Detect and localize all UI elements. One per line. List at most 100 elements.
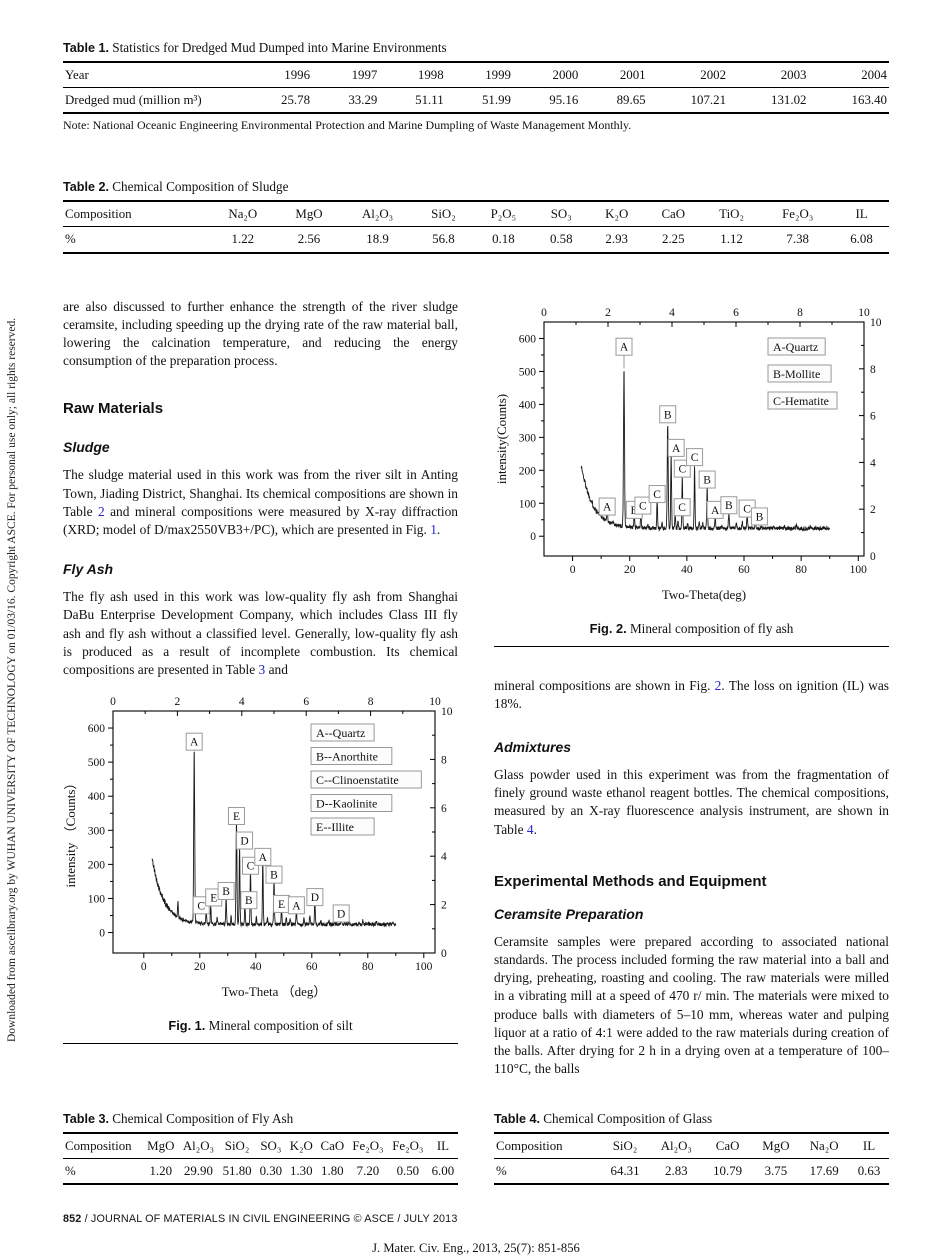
- table-header-cell: 1998: [379, 62, 446, 89]
- table-cell: 10.79: [713, 1163, 743, 1178]
- svg-text:300: 300: [519, 432, 537, 444]
- table-header-cell: Na₂O: [208, 201, 277, 228]
- left-column: are also discussed to further enhance th…: [63, 298, 458, 1079]
- fig1-caption: Fig. 1. Mineral composition of silt: [63, 1018, 458, 1034]
- y-axis-label: intensity （Counts）: [63, 777, 78, 888]
- table-cell: %: [65, 232, 76, 247]
- table3-block: Table 3. Chemical Composition of Fly Ash…: [63, 1111, 458, 1185]
- table-header-cell: 2000: [512, 62, 581, 89]
- table-header-cell: MgO: [276, 201, 342, 228]
- ref-link[interactable]: 1: [430, 522, 437, 538]
- legend-entry: C--Clinoenstatite: [316, 773, 399, 787]
- peak-label-box: [254, 848, 272, 867]
- peak-label: C: [678, 502, 686, 514]
- table-cell: 7.20: [356, 1163, 380, 1178]
- ref-link[interactable]: 3: [258, 662, 266, 678]
- table-header-cell: SO₃: [533, 201, 589, 228]
- svg-text:0: 0: [870, 551, 876, 563]
- table-header-cell: CaO: [702, 1132, 753, 1159]
- heading-raw-materials: Raw Materials: [63, 400, 164, 418]
- footer-journal-text: / JOURNAL OF MATERIALS IN CIVIL ENGINEER…: [81, 1212, 458, 1225]
- svg-text:600: 600: [88, 723, 106, 735]
- table-header-cell: Composition: [494, 1132, 601, 1159]
- table-cell: 95.16: [549, 93, 579, 108]
- table-header-cell: IL: [427, 1132, 458, 1159]
- svg-text:2: 2: [175, 696, 181, 708]
- table-header-cell: SiO₂: [218, 1132, 256, 1159]
- svg-text:10: 10: [858, 307, 870, 319]
- table-cell: 18.9: [366, 232, 389, 247]
- two-column-body: are also discussed to further enhance th…: [63, 298, 889, 1079]
- footer-citation: J. Mater. Civ. Eng., 2013, 25(7): 851-85…: [372, 1240, 580, 1255]
- peak-label-box: [185, 733, 203, 752]
- table-cell: 0.50: [396, 1163, 420, 1178]
- svg-text:100: 100: [415, 961, 433, 973]
- table-header-cell: MgO: [752, 1132, 800, 1159]
- table-cell: 64.31: [610, 1163, 640, 1178]
- table4-block: Table 4. Chemical Composition of Glass C…: [494, 1111, 889, 1185]
- plot-frame: [543, 320, 865, 557]
- table3-label: Table 3.: [63, 1111, 109, 1126]
- table-header-cell: Composition: [63, 1132, 144, 1159]
- svg-text:10: 10: [870, 317, 882, 329]
- peak-label-box: [720, 495, 738, 514]
- ref-link[interactable]: 2: [97, 503, 105, 519]
- table3-title-text: Chemical Composition of Fly Ash: [112, 1110, 294, 1126]
- table-cell: 1.80: [321, 1163, 344, 1178]
- peak-label: A: [620, 341, 629, 353]
- peak-label: A: [259, 852, 268, 864]
- legend-box: [767, 364, 832, 382]
- fig2-caption-label: Fig. 2.: [589, 620, 627, 636]
- table4-grid: Composition SiO₂ Al₂O₃ CaO MgO Na₂O IL% 64.31 2.…: [494, 1131, 889, 1185]
- text-segment: Glass powder used in this experiment was…: [494, 766, 889, 837]
- table-cell: 1.30: [290, 1163, 313, 1178]
- peak-label: D: [240, 836, 248, 848]
- peak-label-box: [686, 447, 704, 466]
- x-axis-label: Two-Theta （deg）: [222, 984, 327, 999]
- ref-link[interactable]: 2: [714, 677, 722, 693]
- ref-link[interactable]: 4: [526, 821, 534, 837]
- table-cell: 1.22: [231, 232, 255, 247]
- table2: Composition Na₂O MgO Al₂O₃ SiO₂ P₂O₅ SO₃ K₂O CaO…: [63, 200, 889, 254]
- peak-label-box: [667, 438, 685, 457]
- legend-box: [310, 770, 422, 789]
- table1-title-text: Statistics for Dredged Mud Dumped into M…: [112, 40, 447, 55]
- y-axis-label: intensity(Counts): [494, 393, 509, 483]
- peak-label: A: [190, 737, 199, 749]
- legend-entry: D--Kaolinite: [316, 797, 377, 811]
- svg-text:4: 4: [239, 696, 245, 708]
- peak-label-box: [648, 484, 666, 503]
- svg-text:100: 100: [850, 564, 868, 576]
- legend-box: [767, 391, 838, 409]
- peak-label-box: [306, 888, 324, 907]
- svg-text:10: 10: [441, 706, 453, 718]
- table-cell: %: [496, 1163, 507, 1178]
- svg-text:0: 0: [110, 696, 116, 708]
- table-cell: 33.29: [348, 93, 378, 108]
- peak-label-box: [598, 497, 616, 516]
- peak-label-box: [659, 404, 677, 423]
- peak-label-box: [698, 470, 716, 489]
- fig2-caption: Fig. 2. Mineral composition of fly ash: [494, 621, 889, 637]
- fig1-caption-text: Mineral composition of silt: [208, 1018, 353, 1034]
- legend-box: [310, 723, 375, 742]
- peak-label-box: [240, 891, 258, 910]
- peak-label: B: [222, 886, 230, 898]
- table4-title: Table 4. Chemical Composition of Glass: [494, 1111, 889, 1127]
- peak-label: B: [756, 511, 764, 523]
- svg-text:8: 8: [797, 307, 803, 319]
- table-cell: 29.90: [183, 1163, 213, 1178]
- peak-label-box: [615, 337, 633, 356]
- heading-admixtures: Admixtures: [494, 738, 572, 755]
- table-header-cell: Al₂O₃: [178, 1132, 219, 1159]
- peak-label-box: [227, 807, 245, 826]
- peak-label: A: [292, 901, 301, 913]
- legend-entry: E--Illite: [316, 820, 354, 834]
- paragraph-mineral: mineral compositions are shown in Fig. 2…: [494, 677, 889, 713]
- svg-text:0: 0: [441, 948, 447, 960]
- svg-text:600: 600: [519, 333, 537, 345]
- svg-text:500: 500: [88, 757, 106, 769]
- table-header-cell: CaO: [316, 1132, 348, 1159]
- peak-label: E: [210, 893, 217, 905]
